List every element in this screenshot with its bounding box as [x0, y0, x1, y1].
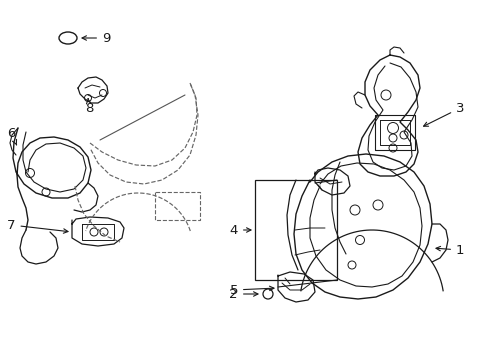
Text: 4: 4	[229, 224, 250, 237]
Text: 6: 6	[7, 126, 17, 145]
Text: 3: 3	[423, 102, 464, 126]
Bar	[254, 180, 336, 280]
Text: 2: 2	[229, 288, 258, 301]
Text: 1: 1	[435, 243, 464, 257]
Text: 8: 8	[85, 99, 93, 114]
Text: 9: 9	[82, 32, 110, 45]
Text: 7: 7	[7, 219, 68, 233]
Text: 5: 5	[229, 284, 273, 297]
